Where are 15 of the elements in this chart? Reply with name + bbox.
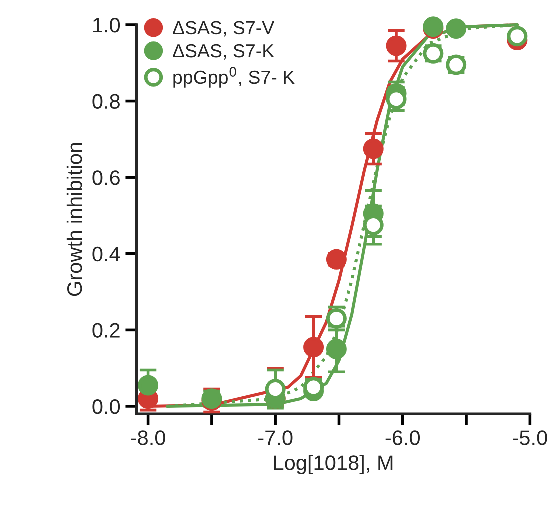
y-tick-label: 0.8	[92, 94, 120, 110]
x-tick-label: -6.0	[386, 430, 420, 446]
x-tick-label: -8.0	[131, 430, 166, 446]
y-tick-label: 0.0	[92, 399, 120, 414]
x-tick-label: -5.0	[513, 430, 548, 446]
legend-label: ΔSAS, S7-K	[173, 44, 274, 60]
y-tick-label: 0.6	[92, 170, 120, 186]
legend-label: ΔSAS, S7-V	[173, 21, 275, 37]
x-axis-title: Log[1018], M	[274, 455, 393, 474]
y-axis-title: Growth inhibition	[66, 143, 82, 296]
legend-label: ppGpp$^{0}$, S7- K	[174, 67, 295, 88]
x-tick-label: -7.0	[258, 430, 293, 446]
y-tick-label: 0.4	[92, 246, 120, 262]
y-tick-label: 1.0	[93, 18, 120, 33]
y-tick-label: 0.2	[92, 323, 120, 338]
